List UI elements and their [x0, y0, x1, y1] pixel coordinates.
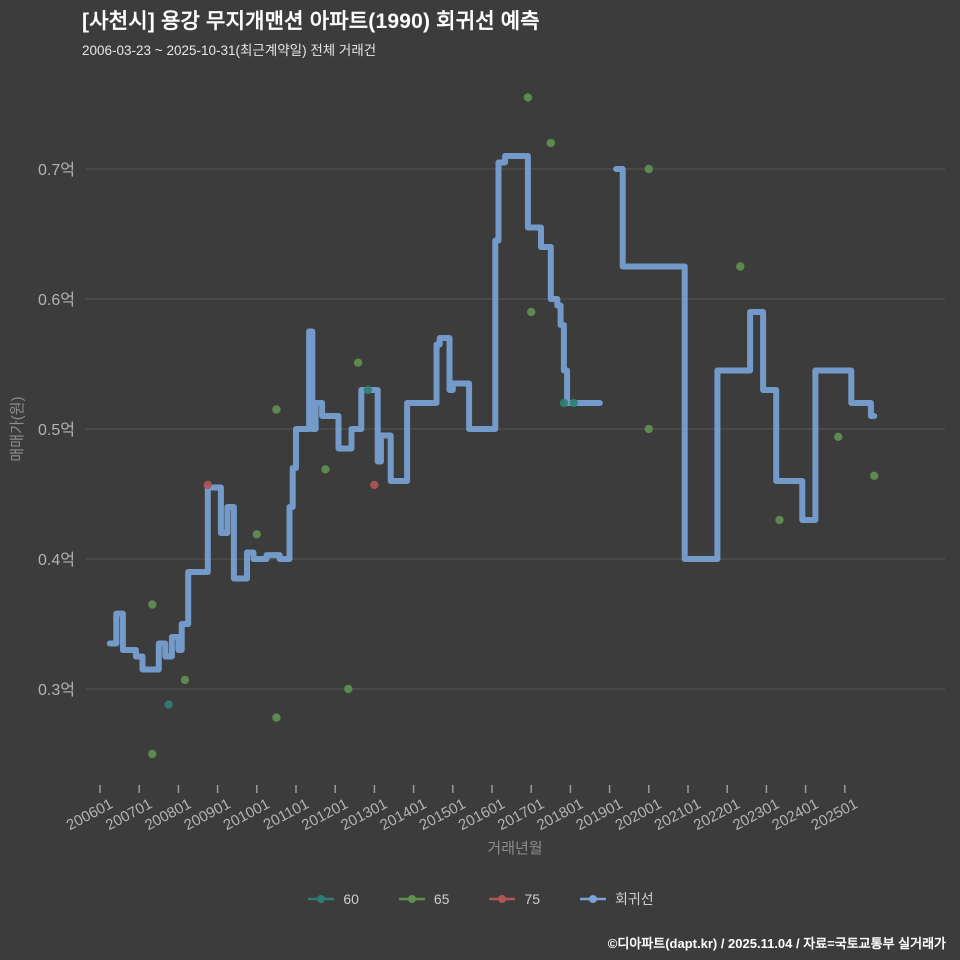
legend-marker-icon — [308, 895, 335, 904]
scatter-point-60 — [164, 700, 173, 710]
legend-item-75[interactable]: 75 — [487, 891, 540, 907]
scatter-point-65 — [523, 93, 533, 102]
scatter-point-65 — [344, 685, 353, 694]
regression-line — [613, 166, 878, 563]
legend-label: 65 — [433, 891, 450, 908]
scatter-point-65 — [527, 308, 536, 317]
chart-legend: 60 65 75 회귀선 — [0, 889, 960, 909]
legend-label: 75 — [524, 891, 541, 908]
scatter-point-65 — [272, 713, 281, 723]
scatter-point-65 — [870, 471, 879, 481]
chart-header: [사천시] 용강 무지개맨션 아파트(1990) 회귀선 예측 2006-03-… — [0, 0, 960, 59]
scatter-point-75 — [370, 480, 379, 490]
legend-item-회귀선[interactable]: 회귀선 — [578, 889, 654, 909]
legend-item-65[interactable]: 65 — [397, 891, 450, 908]
legend-label: 회귀선 — [615, 891, 654, 908]
scatter-point-65 — [148, 600, 157, 609]
scatter-point-75 — [203, 480, 212, 490]
scatter-point-65 — [546, 139, 555, 148]
scatter-point-65 — [252, 530, 261, 539]
scatter-point-60 — [363, 386, 373, 395]
y-tick-label: 0.6억 — [38, 291, 75, 309]
y-tick-label: 0.5억 — [38, 421, 75, 439]
page-title: [사천시] 용강 무지개맨션 아파트(1990) 회귀선 예측 — [82, 10, 540, 33]
x-axis-title: 거래년월 — [487, 840, 542, 857]
legend-marker-icon — [580, 895, 607, 904]
scatter-point-65 — [272, 405, 281, 414]
scatter-point-65 — [736, 262, 745, 271]
legend-marker-icon — [489, 895, 516, 904]
y-tick-label: 0.4억 — [38, 551, 75, 569]
regression-line — [106, 153, 603, 673]
legend-marker-icon — [398, 895, 425, 904]
scatter-point-65 — [353, 358, 363, 368]
scatter-point-60 — [559, 399, 569, 408]
scatter-point-65 — [321, 465, 330, 474]
scatter-point-65 — [775, 516, 784, 525]
scatter-point-65 — [644, 425, 653, 434]
scatter-point-65 — [834, 432, 843, 442]
footer-credit: ©디아파트(dapt.kr) / 2025.11.04 / 자료=국토교통부 실… — [607, 936, 946, 951]
scatter-point-65 — [148, 750, 157, 759]
page-subtitle: 2006-03-23 ~ 2025-10-31(최근계약일) 전체 거래건 — [82, 43, 377, 59]
scatter-point-65 — [180, 675, 190, 685]
scatter-point-65 — [644, 165, 653, 174]
y-axis-title: 매매가(원) — [9, 397, 26, 462]
scatter-point-60 — [569, 399, 578, 408]
legend-label: 60 — [343, 891, 359, 908]
y-tick-label: 0.3억 — [38, 681, 75, 699]
y-tick-label: 0.7억 — [38, 161, 75, 179]
legend-item-60[interactable]: 60 — [306, 891, 359, 907]
price-history-chart: 0.7억0.6억0.5억0.4억0.3억20060120070120080120… — [9, 93, 945, 857]
